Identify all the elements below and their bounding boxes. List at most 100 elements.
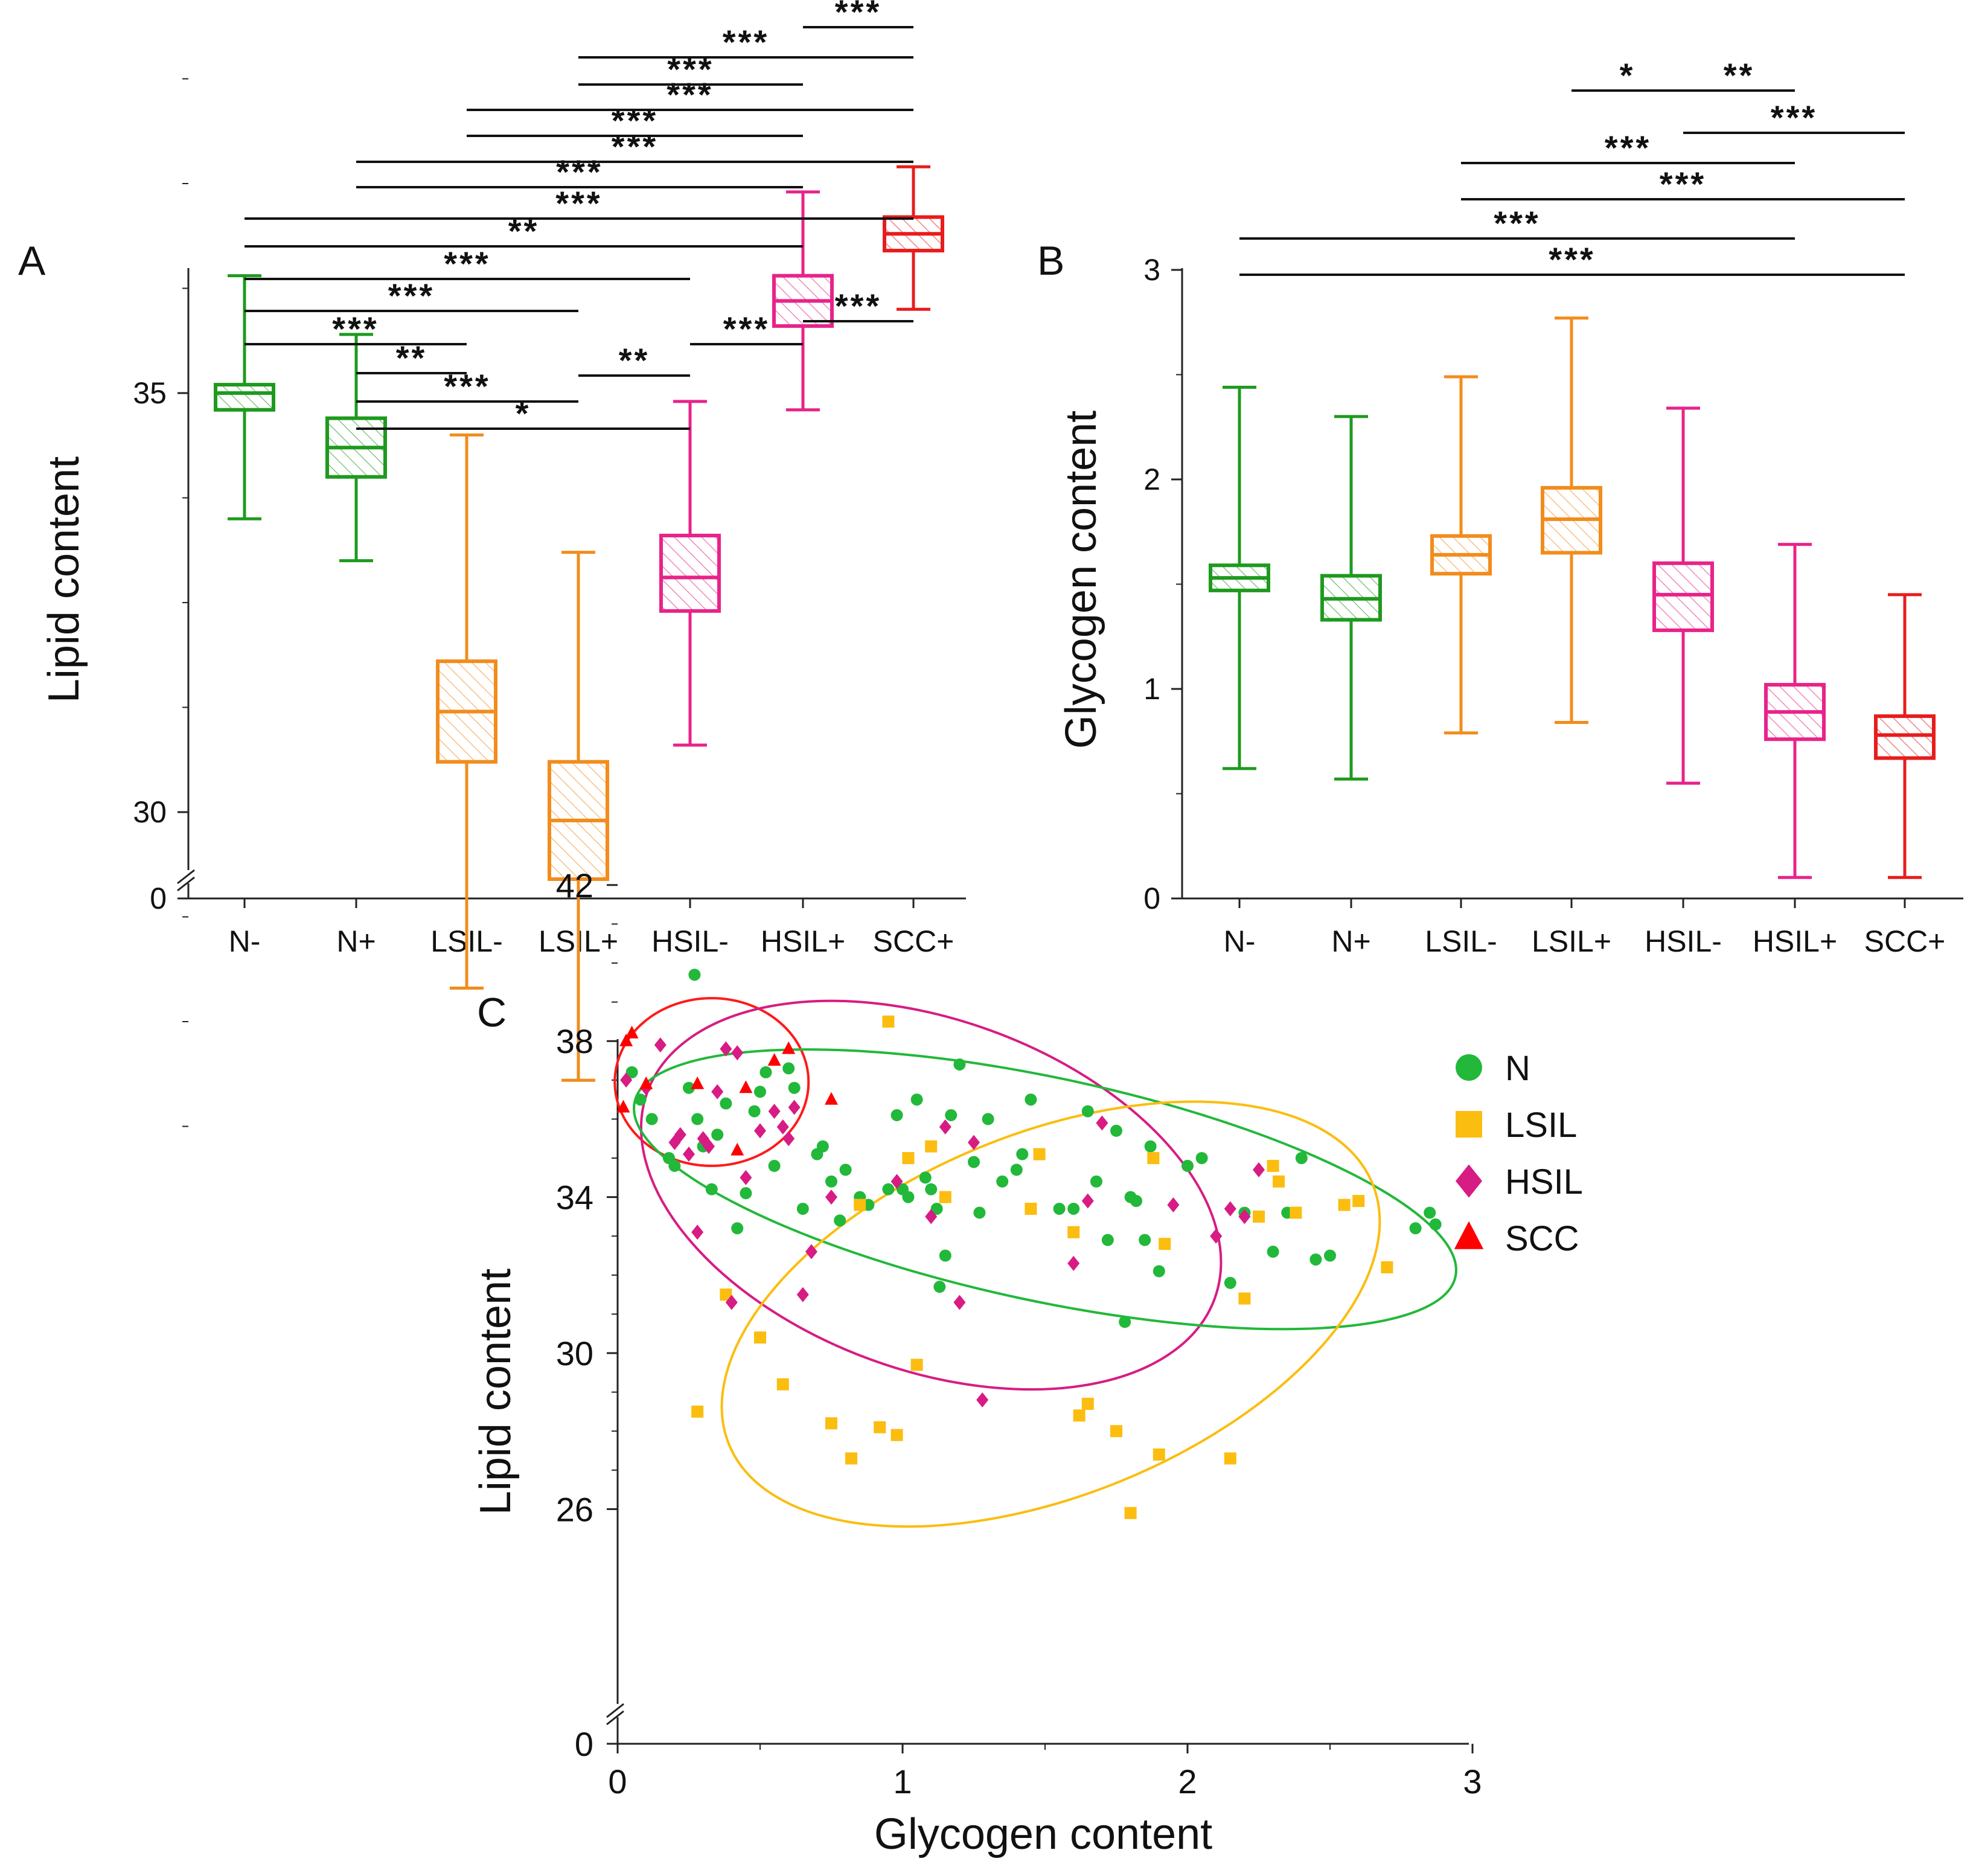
panel-c-legend: N LSIL HSIL SCC [1454,1049,1583,1258]
point-lsil [910,1359,923,1371]
iqr-box [1652,561,1714,632]
panel-b-y-axis-title: Glycogen content [1057,411,1105,749]
point-scc [616,1100,630,1113]
point-n [1324,1249,1336,1262]
point-n [910,1093,923,1106]
panel-a-x-tick-label: HSIL- [651,924,729,958]
point-n [1130,1195,1143,1208]
point-scc [619,1033,633,1046]
point-lsil [854,1199,866,1211]
panel-a-significance-label: *** [444,367,490,405]
point-n [882,1183,895,1196]
point-lsil [754,1331,766,1344]
panel-b-significance-label: * [1620,56,1635,94]
point-hsil [1167,1197,1180,1213]
panel-a-significance-label: ** [619,341,650,379]
point-n [1101,1234,1114,1246]
point-n [982,1113,994,1125]
point-n [1181,1159,1194,1172]
point-n [683,1081,695,1094]
legend-marker-hsil [1456,1164,1482,1198]
point-lsil [1253,1210,1265,1223]
panel-a-significance-label: *** [332,310,379,348]
panel-c-x-tick-label: 1 [893,1762,912,1801]
panel-a-x-tick-label: N+ [336,924,376,958]
panel-a-box-hsilpos [772,190,834,412]
point-n [1016,1148,1029,1160]
point-hsil [788,1100,801,1115]
panel-c-y-tick-label: 26 [556,1490,593,1528]
point-hsil [711,1084,724,1100]
legend-marker-scc [1454,1221,1484,1249]
panel-c-axis-break-mark [606,1703,624,1718]
ellipse-n [633,1048,1457,1331]
point-n [939,1249,951,1262]
point-lsil [1124,1506,1137,1519]
point-hsil [1081,1193,1094,1209]
point-hsil [720,1041,732,1057]
point-n [796,1202,809,1215]
panel-b-box-hsilpos [1764,543,1826,879]
point-n [1139,1234,1151,1246]
point-scc [825,1092,838,1105]
panel-c-y-tick-label: 42 [556,866,593,904]
panel-b-box-hsilneg [1652,406,1714,785]
point-n [1053,1202,1066,1215]
point-n [953,1058,966,1071]
panel-a-box-lsilpos [548,551,609,1082]
panel-b-box-sccpos [1874,593,1936,879]
point-lsil [1147,1152,1160,1164]
panel-b-significance-label: *** [1605,129,1651,167]
point-n [711,1128,724,1141]
point-hsil [674,1127,686,1142]
point-n [933,1281,946,1293]
panel-a-significance-label: *** [667,75,713,114]
point-n [890,1109,903,1121]
panel-a-significance-label: *** [444,245,490,283]
point-scc [639,1076,653,1089]
panel-a-box-lsilneg [436,433,497,990]
point-n [930,1202,943,1215]
point-lsil [1273,1175,1285,1188]
point-scc [782,1041,796,1054]
point-hsil [691,1225,704,1240]
point-lsil [1025,1202,1037,1215]
ellipse-scc [613,997,810,1167]
point-lsil [691,1405,704,1418]
point-n [1295,1152,1308,1164]
point-lsil [1067,1226,1080,1238]
point-scc [767,1053,781,1066]
legend-label-hsil: HSIL [1505,1162,1583,1202]
panel-b-box-lsilpos [1541,316,1602,725]
panel-a-axis-break-mark [177,869,195,885]
panel-a-x-tick-label: HSIL+ [761,924,845,958]
panel-a-significance-label: *** [835,287,881,325]
point-n [754,1086,766,1098]
legend-label-scc: SCC [1505,1219,1579,1258]
ellipse-lsil [720,1100,1381,1528]
point-n [1144,1140,1157,1153]
panel-b-significance-label: ** [1724,56,1755,94]
panel-a-y-axis-title: Lipid content [40,456,88,703]
panel-a-box-npos [325,333,387,563]
series-n [625,968,1442,1328]
panel-a-boxes [214,165,944,1082]
point-n [720,1097,732,1110]
point-n [748,1105,761,1118]
point-n [925,1183,938,1196]
panel-c-y-tick-label: 30 [556,1334,593,1372]
point-n [645,1113,658,1125]
point-hsil [1224,1201,1236,1217]
point-n [1153,1265,1165,1278]
point-lsil [1159,1238,1171,1250]
panel-b-significance-label: *** [1660,165,1706,203]
point-hsil [968,1135,980,1150]
panel-a-axis-break-mark [177,876,195,892]
series-hsil [620,1037,1265,1408]
panel-b-significance: * ***************** [1239,56,1905,278]
point-lsil [845,1452,858,1465]
point-n [1309,1253,1322,1266]
point-scc [691,1076,705,1089]
panel-c-y-tick-label: 38 [556,1022,593,1060]
panel-c-chart: C 0 26 30 34 38 42 0 1 2 3 Glycogen content Lipid c… [472,866,1583,1858]
